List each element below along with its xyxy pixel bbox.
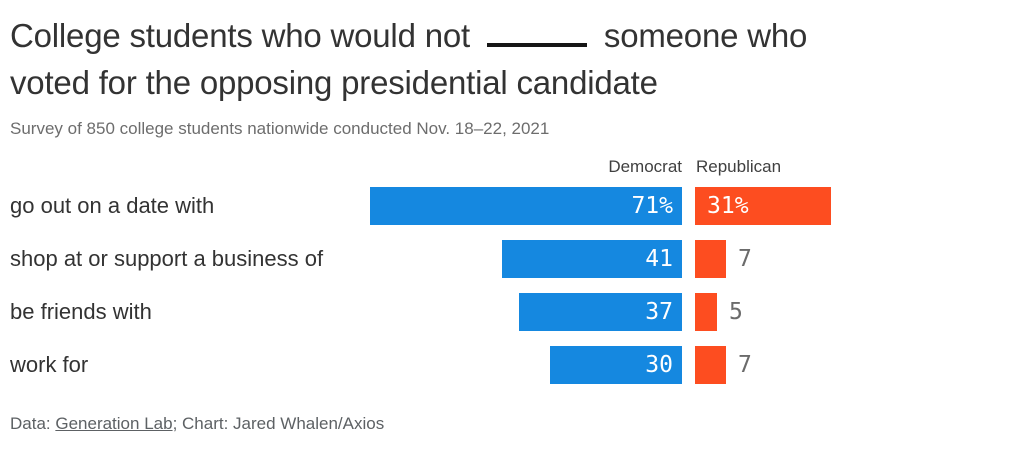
- category-label: shop at or support a business of: [10, 246, 324, 271]
- chart-subtitle: Survey of 850 college students nationwid…: [10, 119, 550, 138]
- democrat-bar: 37: [519, 293, 682, 331]
- chart-row: go out on a date with 71% 31%: [10, 187, 1017, 225]
- democrat-bar-area: 71%: [370, 187, 682, 225]
- source-link[interactable]: Generation Lab: [55, 414, 173, 433]
- legend: Democrat Republican: [10, 157, 1017, 177]
- source-prefix: Data:: [10, 414, 56, 433]
- democrat-bar-value: 37: [645, 299, 673, 325]
- democrat-bar: 30: [550, 346, 682, 384]
- chart-row: be friends with 37 5: [10, 293, 1017, 331]
- legend-republican-label: Republican: [696, 157, 782, 176]
- chart-title: College students who would not someone w…: [10, 12, 1017, 106]
- republican-bar-area: 7: [695, 346, 1017, 384]
- republican-bar-area: 31%: [695, 187, 1017, 225]
- category-label: be friends with: [10, 299, 152, 324]
- title-line2: voted for the opposing presidential cand…: [10, 64, 658, 101]
- title-text-after-blank: someone who: [603, 17, 808, 54]
- republican-bar-area: 7: [695, 240, 1017, 278]
- title-blank-line: [486, 16, 587, 47]
- source-suffix: ; Chart: Jared Whalen/Axios: [172, 414, 385, 433]
- democrat-bar-value: 71%: [631, 193, 673, 219]
- republican-bar-value: 7: [738, 352, 752, 378]
- republican-bar: [695, 346, 726, 384]
- bar-chart: Democrat Republican go out on a date wit…: [10, 157, 1017, 384]
- democrat-bar: 71%: [370, 187, 682, 225]
- democrat-bar-area: 30: [370, 346, 682, 384]
- democrat-bar-value: 41: [645, 246, 673, 272]
- chart-row: shop at or support a business of 41 7: [10, 240, 1017, 278]
- source-note: Data: Generation Lab; Chart: Jared Whale…: [10, 414, 1017, 434]
- category-label: work for: [10, 352, 89, 377]
- title-text-before-blank: College students who would not: [10, 17, 470, 54]
- democrat-bar-area: 37: [370, 293, 682, 331]
- category-label: go out on a date with: [10, 193, 215, 218]
- democrat-bar-area: 41: [370, 240, 682, 278]
- chart-card: College students who would not someone w…: [10, 12, 1017, 434]
- legend-democrat-label: Democrat: [608, 157, 682, 176]
- republican-bar-area: 5: [695, 293, 1017, 331]
- democrat-bar: 41: [502, 240, 682, 278]
- chart-row: work for 30 7: [10, 346, 1017, 384]
- republican-bar: 31%: [695, 187, 831, 225]
- republican-bar: [695, 293, 717, 331]
- republican-bar-value: 7: [738, 246, 752, 272]
- republican-bar-value: 31%: [707, 193, 749, 219]
- republican-bar: [695, 240, 726, 278]
- bars-area: go out on a date with 71% 31% shop at or su…: [10, 187, 1017, 384]
- democrat-bar-value: 30: [645, 352, 673, 378]
- republican-bar-value: 5: [729, 299, 743, 325]
